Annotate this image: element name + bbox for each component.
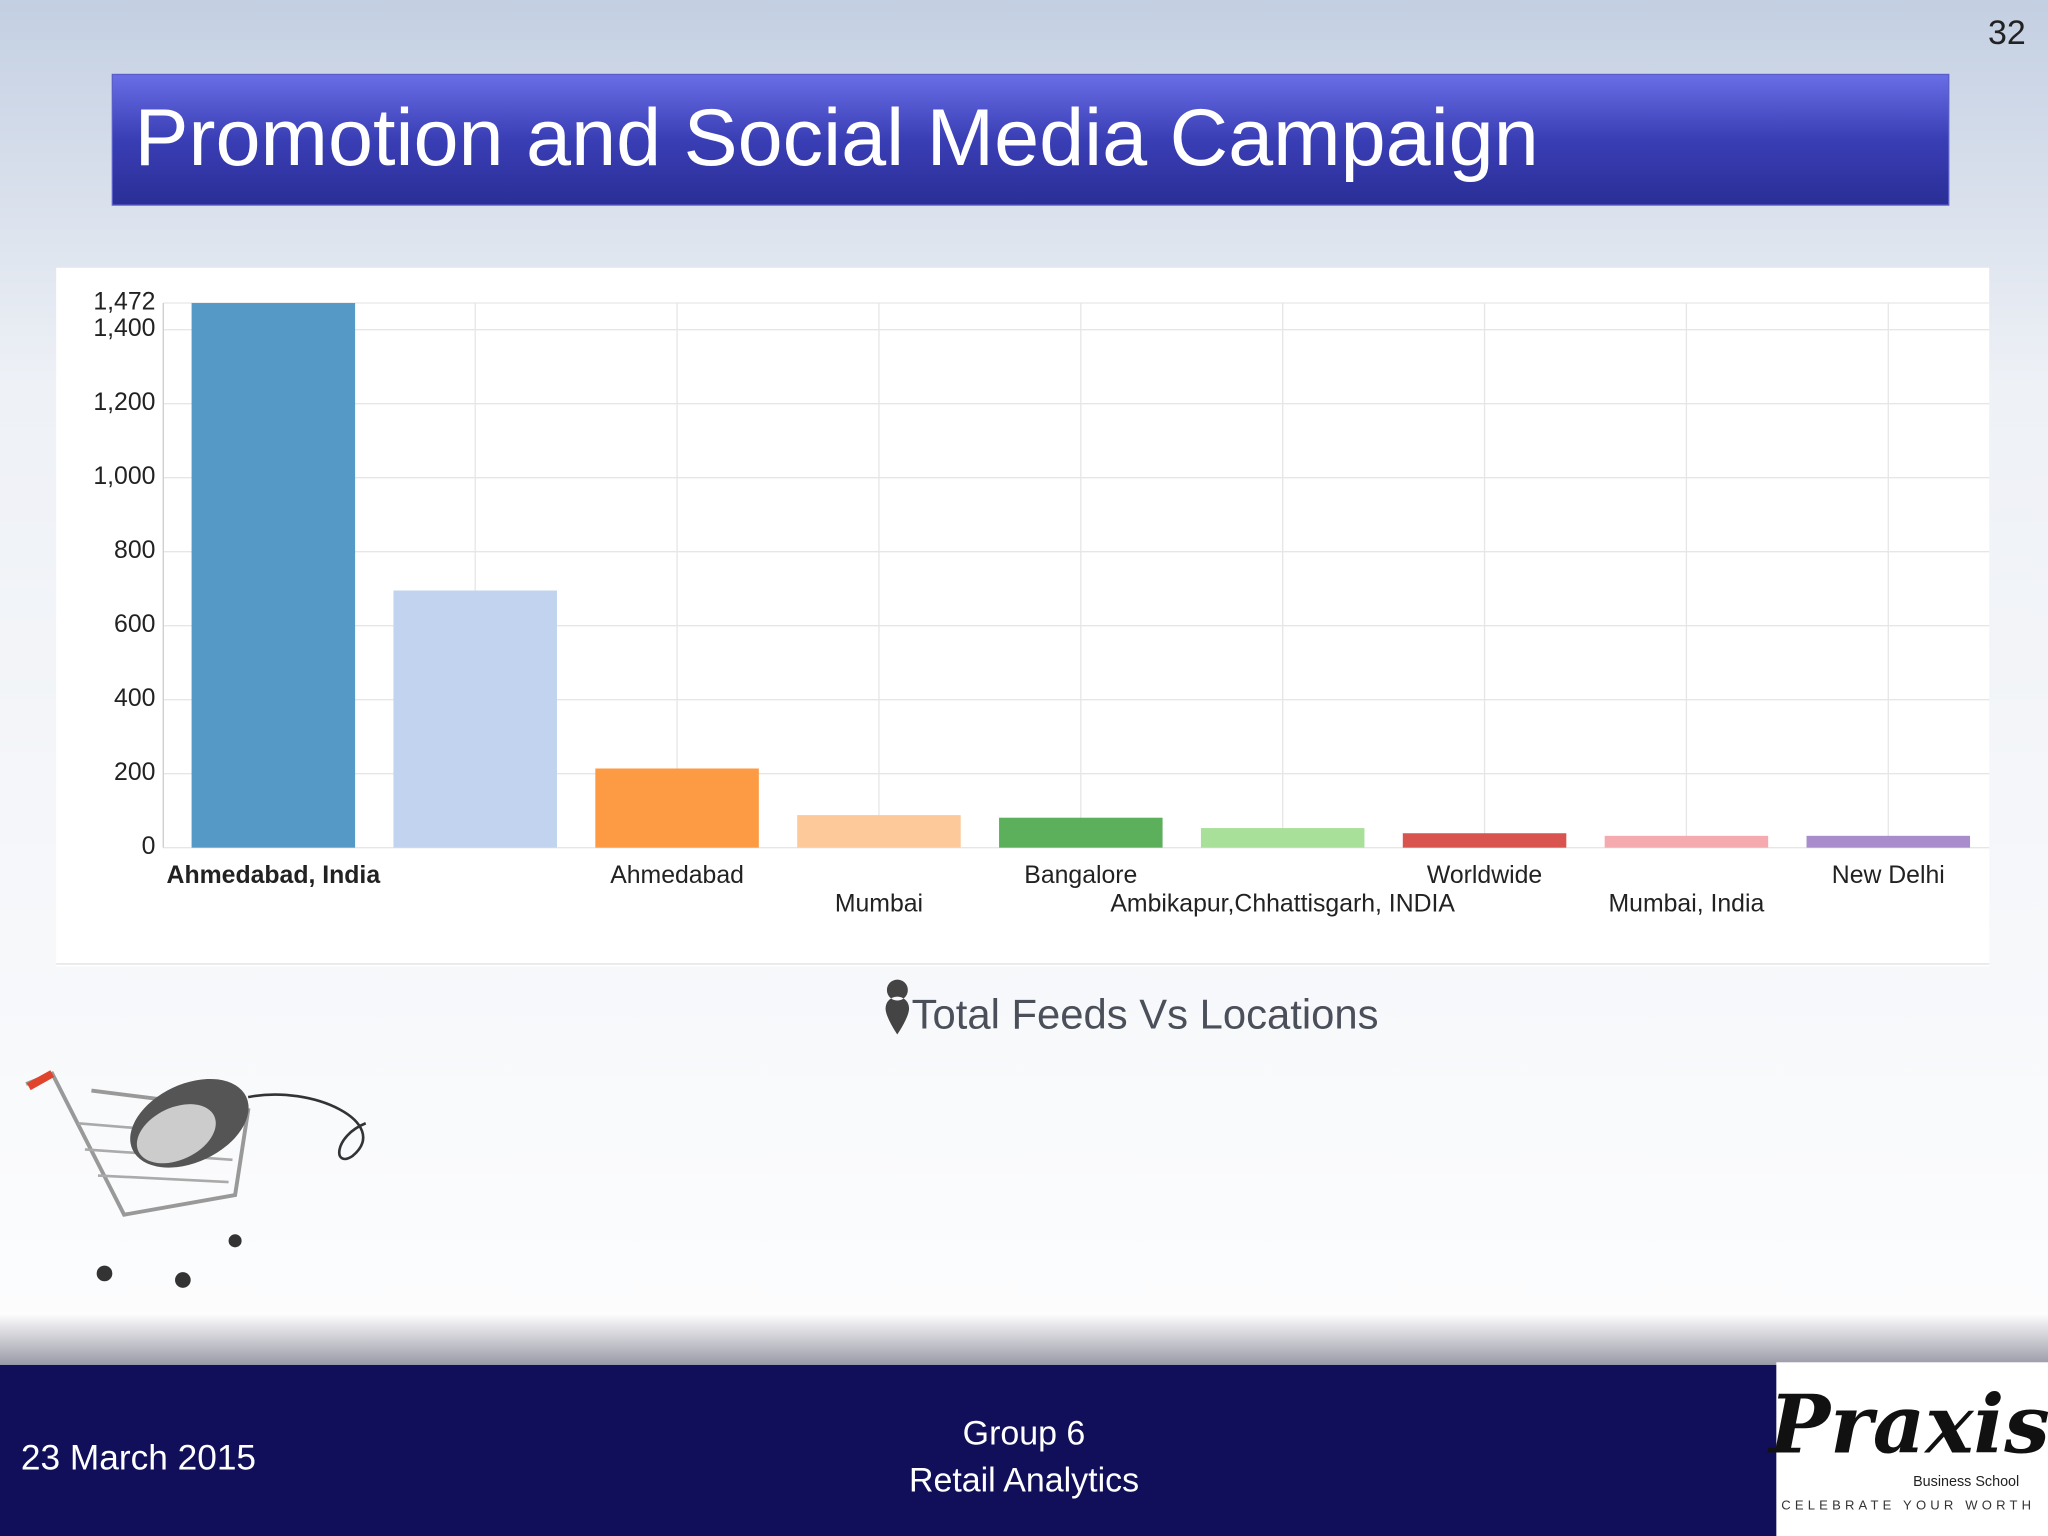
x-tick-label: Ambikapur,Chhattisgarh, INDIA [1110,891,1455,918]
slide-title: Promotion and Social Media Campaign [135,93,1539,183]
bar [1402,833,1567,848]
footer-date: 23 March 2015 [21,1439,256,1478]
chart-title: Total Feeds Vs Locations [912,991,1379,1038]
page-number: 32 [1988,14,2026,52]
y-tick-label: 600 [114,611,155,638]
y-tick-label: 1,000 [93,463,155,490]
y-tick-label: 200 [114,759,155,786]
x-tick-label: Bangalore [1024,862,1137,889]
logo-subtitle: Business School [1913,1474,2019,1490]
bar [999,817,1163,848]
bar [1806,835,1971,848]
footer [0,1364,2048,1536]
logo-tagline: CELEBRATE YOUR WORTH [1781,1497,2035,1512]
title-bar [111,73,1950,206]
bar [595,768,759,848]
y-tick-label: 400 [114,685,155,712]
y-tick-label: 1,400 [93,315,155,342]
logo-box [1776,1362,2048,1536]
bar [797,815,961,848]
x-tick-label: Worldwide [1427,862,1542,889]
bar [1604,835,1769,848]
y-tick-label: 1,472 [93,289,155,316]
x-tick-label: Mumbai, India [1609,891,1765,918]
logo-name: Praxis [1767,1377,2048,1472]
y-tick-label: 1,200 [93,389,155,416]
x-tick-label: Ahmedabad, India [167,862,381,889]
x-tick-label: Ahmedabad [610,862,744,889]
y-tick-label: 800 [114,537,155,564]
x-tick-label: New Delhi [1832,862,1945,889]
y-tick-label: 0 [142,833,156,860]
footer-shade [0,1312,2048,1365]
bar [191,303,356,848]
pin-icon [885,979,910,1035]
footer-line: Group 6 [963,1414,1086,1452]
cart-image [25,1070,367,1288]
x-tick-label: Mumbai [835,891,923,918]
bar [1200,828,1365,848]
chart-panel [56,267,1990,967]
bar [393,590,557,848]
footer-line: Retail Analytics [909,1461,1139,1499]
